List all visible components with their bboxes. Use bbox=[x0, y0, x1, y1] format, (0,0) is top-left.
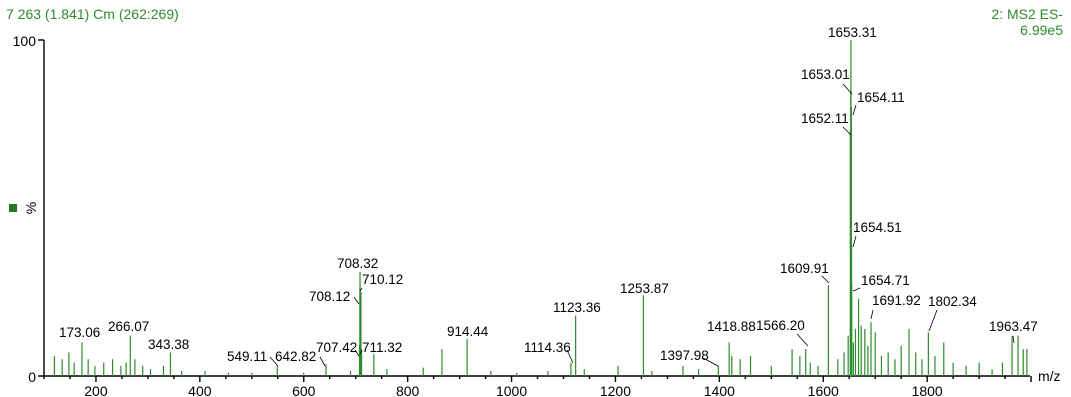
x-tick-label: 600 bbox=[292, 383, 316, 397]
x-tick-label: 400 bbox=[188, 383, 212, 397]
function-info: 2: MS2 ES- 6.99e5 bbox=[991, 6, 1063, 38]
axes: 100 0 % m/z bbox=[9, 33, 1061, 385]
y-tick-label-100: 100 bbox=[13, 33, 37, 49]
peak-leader-line bbox=[319, 356, 326, 367]
peak-leader-line bbox=[928, 309, 938, 332]
base-peak-intensity: 6.99e5 bbox=[1020, 22, 1063, 38]
peak-label: 1654.11 bbox=[857, 90, 905, 105]
peak-leader-line bbox=[852, 287, 861, 292]
peaks bbox=[53, 40, 1028, 376]
peak-leader-line bbox=[821, 275, 830, 284]
peak-label: 1654.51 bbox=[853, 220, 902, 235]
peak-label: 1609.91 bbox=[780, 261, 829, 276]
peak-leader-line bbox=[852, 235, 857, 248]
peak-label: 1654.71 bbox=[861, 273, 910, 288]
peak-leader-line bbox=[359, 287, 363, 292]
peak-label: 266.07 bbox=[108, 319, 149, 334]
x-tick-label: 800 bbox=[396, 383, 420, 397]
peak-label: 343.38 bbox=[148, 337, 189, 352]
peak-label: 707.42 bbox=[316, 340, 357, 355]
x-ticks: 200 400 600 800 1000 1200 1400 1600 1800 bbox=[43, 376, 1032, 397]
peak-label: 708.12 bbox=[309, 289, 350, 304]
x-tick-label: 1400 bbox=[704, 383, 735, 397]
peak-leader-line bbox=[359, 349, 363, 355]
peak-label: 1653.31 bbox=[828, 25, 877, 40]
peak-label: 1691.92 bbox=[872, 293, 921, 308]
x-tick-label: 1000 bbox=[496, 383, 527, 397]
peak-label: 1802.34 bbox=[928, 294, 977, 309]
x-tick-label: 1200 bbox=[600, 383, 631, 397]
peak-label: 1114.36 bbox=[524, 340, 571, 355]
peak-leader-line bbox=[842, 126, 852, 136]
x-tick-label: 200 bbox=[84, 383, 108, 397]
peak-leader-line bbox=[269, 356, 279, 367]
peak-leader-line bbox=[852, 104, 857, 116]
peak-label: 1566.20 bbox=[756, 318, 805, 333]
peak-leader-line bbox=[870, 309, 874, 320]
peak-label: 173.06 bbox=[59, 325, 100, 340]
peak-label: 711.32 bbox=[362, 340, 402, 355]
peak-label: 1963.47 bbox=[989, 319, 1038, 334]
legend-marker-icon bbox=[9, 204, 17, 212]
peak-leader-line bbox=[354, 349, 360, 357]
y-axis-label: % bbox=[23, 202, 39, 214]
peak-label: 1652.11 bbox=[801, 111, 849, 126]
y-tick-label-0: 0 bbox=[28, 369, 36, 385]
peak-label: 1418.88 bbox=[707, 319, 756, 334]
peak-label: 1397.98 bbox=[660, 348, 709, 363]
peak-label: 642.82 bbox=[275, 349, 316, 364]
peak-leader-line bbox=[1012, 335, 1015, 344]
peak-label: 914.44 bbox=[447, 324, 489, 339]
peak-leader-line bbox=[353, 296, 360, 305]
peak-leader-line bbox=[842, 83, 853, 95]
function-label: 2: MS2 ES- bbox=[991, 6, 1063, 22]
peak-leader-line bbox=[796, 333, 809, 347]
peak-label: 1123.36 bbox=[553, 300, 601, 315]
peak-label: 1653.01 bbox=[801, 67, 850, 82]
x-tick-label: 1800 bbox=[912, 383, 943, 397]
peak-label: 708.32 bbox=[337, 256, 378, 271]
peak-leader-line bbox=[566, 349, 574, 364]
scan-info-title: 7 263 (1.841) Cm (262:269) bbox=[6, 6, 179, 22]
peak-label: 549.11 bbox=[227, 349, 267, 364]
peak-label: 710.12 bbox=[362, 272, 403, 287]
peak-leader-line bbox=[702, 357, 719, 367]
x-axis-label: m/z bbox=[1038, 368, 1061, 384]
x-tick-label: 1600 bbox=[808, 383, 839, 397]
peak-label: 1253.87 bbox=[620, 281, 669, 296]
